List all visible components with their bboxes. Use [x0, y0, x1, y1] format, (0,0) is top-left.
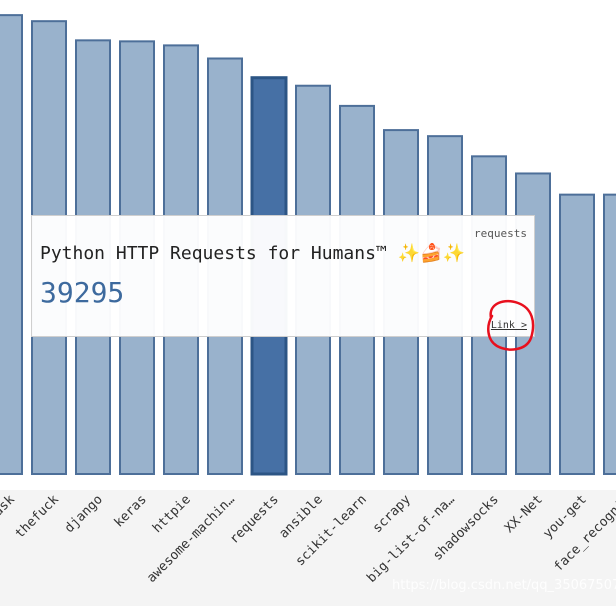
bar-you-get[interactable]	[559, 193, 595, 475]
tooltip: requests Python HTTP Requests for Humans…	[31, 215, 535, 337]
tooltip-repo-name: requests	[474, 227, 527, 240]
x-axis-band	[0, 490, 616, 606]
bar-flask[interactable]	[0, 14, 23, 476]
tooltip-link[interactable]: Link >	[490, 320, 527, 331]
bar-face_recogni…[interactable]	[603, 193, 616, 475]
watermark: https://blog.csdn.net/qq_35067507	[392, 578, 616, 593]
tooltip-value: 39295	[40, 276, 125, 309]
tooltip-description: Python HTTP Requests for Humans™ ✨🍰✨	[40, 243, 465, 264]
